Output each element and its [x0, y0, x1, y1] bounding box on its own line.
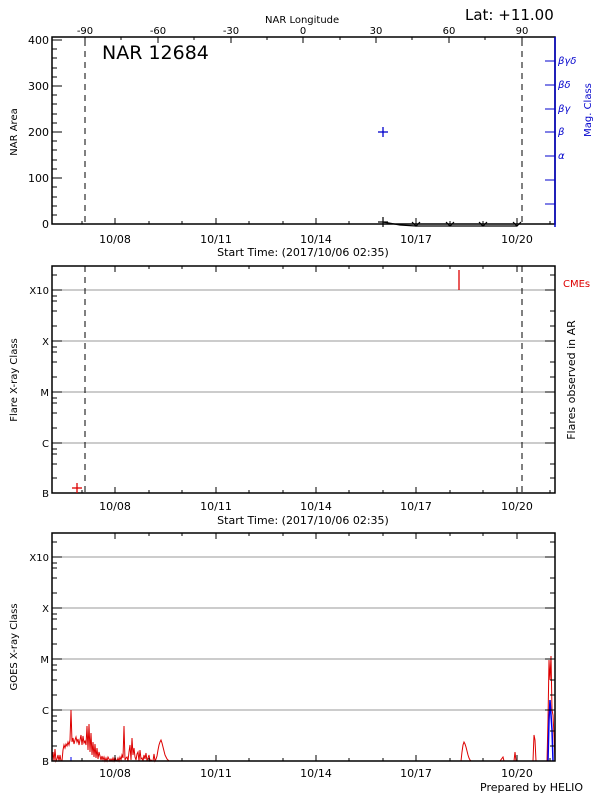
- svg-text:X10: X10: [29, 553, 49, 564]
- svg-text:βγ: βγ: [557, 104, 571, 115]
- svg-text:α: α: [558, 151, 565, 162]
- mag-class-point: [378, 127, 388, 137]
- svg-text:60: 60: [443, 26, 456, 37]
- mag-class-labels: α β βγ βδ βγδ: [557, 56, 576, 162]
- svg-text:C: C: [42, 706, 49, 717]
- svg-text:10/17: 10/17: [400, 500, 432, 513]
- nar-area-series: [378, 217, 522, 227]
- svg-text:300: 300: [28, 80, 49, 93]
- y-axis-title-flare: Flare X-ray Class: [9, 338, 20, 422]
- svg-text:-30: -30: [223, 26, 239, 37]
- mag-class-title: Mag. Class: [583, 83, 594, 137]
- x-labels-panel3: 10/08 10/11 10/14 10/17 10/20: [99, 767, 533, 780]
- panel2-frame: [51, 265, 556, 494]
- svg-text:X: X: [42, 604, 49, 615]
- svg-text:-60: -60: [150, 26, 166, 37]
- svg-text:10/14: 10/14: [300, 767, 332, 780]
- y-axis-title-goes: GOES X-ray Class: [9, 603, 20, 690]
- svg-text:10/11: 10/11: [200, 500, 232, 513]
- svg-text:M: M: [40, 388, 49, 399]
- svg-text:10/14: 10/14: [300, 500, 332, 513]
- svg-text:βδ: βδ: [557, 80, 571, 91]
- svg-text:0: 0: [300, 26, 306, 37]
- svg-text:10/08: 10/08: [99, 767, 131, 780]
- svg-text:C: C: [42, 439, 49, 450]
- panel-nar-area: NAR 12684 -90 -60 -30 0 30 60 90 0: [9, 26, 594, 259]
- svg-text:0: 0: [42, 218, 49, 231]
- y-labels-area: 0 100 200 300 400: [28, 34, 49, 231]
- goes-short-series: [547, 699, 554, 762]
- prepared-by-label: Prepared by HELIO: [480, 781, 583, 794]
- x-labels-panel1: 10/08 10/11 10/14 10/17 10/20: [99, 233, 533, 246]
- svg-text:10/20: 10/20: [501, 500, 533, 513]
- goes-long-series: [51, 709, 170, 763]
- svg-text:X: X: [42, 337, 49, 348]
- svg-text:90: 90: [516, 26, 529, 37]
- svg-text:200: 200: [28, 126, 49, 139]
- svg-text:30: 30: [370, 26, 383, 37]
- top-axis-title: NAR Longitude: [265, 15, 339, 26]
- panel-flares: B C M X X10 Flare X-ray Class Flares obs…: [9, 265, 590, 527]
- flare-point: [72, 483, 82, 493]
- start-time-label-1: Start Time: (2017/10/06 02:35): [217, 246, 389, 259]
- cmes-legend: CMEs: [563, 279, 590, 290]
- svg-text:β: β: [557, 127, 565, 138]
- svg-text:M: M: [40, 655, 49, 666]
- start-time-label-2: Start Time: (2017/10/06 02:35): [217, 514, 389, 527]
- svg-text:100: 100: [28, 172, 49, 185]
- svg-text:10/08: 10/08: [99, 233, 131, 246]
- panel1-frame: [51, 36, 556, 225]
- svg-text:βγδ: βγδ: [557, 56, 576, 67]
- svg-text:B: B: [42, 489, 49, 500]
- svg-text:-90: -90: [77, 26, 93, 37]
- svg-text:10/20: 10/20: [501, 767, 533, 780]
- latitude-label: Lat: +11.00: [465, 6, 554, 24]
- x-labels-panel2: 10/08 10/11 10/14 10/17 10/20: [99, 500, 533, 513]
- y-axis-title-area: NAR Area: [9, 108, 20, 155]
- svg-text:10/08: 10/08: [99, 500, 131, 513]
- panel3-frame: [51, 532, 556, 762]
- svg-text:10/17: 10/17: [400, 767, 432, 780]
- y-labels-flare: B C M X X10: [29, 286, 49, 500]
- top-longitude-labels: -90 -60 -30 0 30 60 90: [77, 26, 529, 37]
- svg-text:10/14: 10/14: [300, 233, 332, 246]
- flare-grid: [52, 289, 555, 444]
- svg-text:X10: X10: [29, 286, 49, 297]
- svg-text:B: B: [42, 757, 49, 768]
- y2-axis-title-flare: Flares observed in AR: [565, 320, 578, 440]
- svg-text:10/20: 10/20: [501, 233, 533, 246]
- goes-long-series-end: [460, 655, 556, 762]
- y-labels-goes: B C M X X10: [29, 553, 49, 768]
- panel-goes: B C M X X10 GOES X-ray Class 10/08 10/11…: [9, 532, 583, 794]
- svg-text:400: 400: [28, 34, 49, 47]
- svg-text:10/11: 10/11: [200, 233, 232, 246]
- svg-text:10/17: 10/17: [400, 233, 432, 246]
- goes-grid: [52, 556, 555, 711]
- svg-text:10/11: 10/11: [200, 767, 232, 780]
- region-title: NAR 12684: [102, 42, 209, 64]
